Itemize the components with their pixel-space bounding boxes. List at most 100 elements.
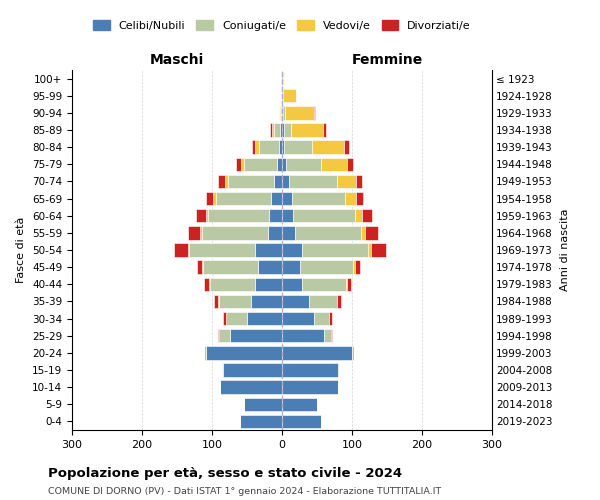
Bar (277, 158, 282, 171)
Bar (226, 312, 247, 326)
Text: Popolazione per età, sesso e stato civile - 2024: Popolazione per età, sesso e stato civil… (48, 468, 402, 480)
Y-axis label: Fasce di età: Fasce di età (16, 217, 26, 283)
Bar (308, 294, 337, 308)
Bar (283, 72, 284, 86)
Bar (282, 278, 302, 291)
Bar (302, 244, 368, 256)
Bar (282, 398, 317, 411)
Bar (282, 140, 284, 154)
Bar (251, 294, 282, 308)
Bar (324, 329, 331, 342)
Bar (368, 244, 371, 256)
Bar (271, 124, 274, 136)
Bar (282, 414, 320, 428)
Bar (247, 312, 282, 326)
Bar (295, 226, 361, 239)
Bar (274, 124, 280, 136)
Text: Maschi: Maschi (150, 52, 204, 66)
Bar (282, 329, 324, 342)
Bar (355, 260, 361, 274)
Bar (259, 140, 278, 154)
Bar (200, 226, 202, 239)
Bar (282, 294, 308, 308)
Bar (218, 294, 219, 308)
Bar (283, 89, 296, 102)
Bar (283, 106, 285, 120)
Bar (216, 192, 271, 205)
Bar (206, 346, 282, 360)
Bar (371, 244, 386, 256)
Bar (274, 174, 282, 188)
Bar (244, 398, 282, 411)
Bar (347, 158, 353, 171)
Bar (241, 158, 244, 171)
Bar (282, 364, 338, 376)
Bar (281, 89, 282, 102)
Bar (206, 192, 214, 205)
Bar (285, 106, 314, 120)
Bar (345, 192, 356, 205)
Bar (223, 312, 226, 326)
Bar (284, 140, 312, 154)
Bar (270, 124, 271, 136)
Bar (337, 294, 341, 308)
Bar (196, 209, 206, 222)
Bar (356, 174, 362, 188)
Bar (218, 329, 219, 342)
Bar (208, 209, 269, 222)
Bar (281, 106, 282, 120)
Bar (202, 226, 268, 239)
Bar (355, 209, 362, 222)
Bar (282, 209, 293, 222)
Bar (197, 260, 202, 274)
Y-axis label: Anni di nascita: Anni di nascita (560, 209, 570, 291)
Bar (353, 260, 355, 274)
Bar (202, 260, 203, 274)
Bar (214, 192, 216, 205)
Bar (282, 106, 283, 120)
Bar (344, 140, 349, 154)
Bar (314, 106, 315, 120)
Bar (289, 174, 337, 188)
Bar (256, 244, 282, 256)
Bar (257, 260, 282, 274)
Bar (223, 364, 282, 376)
Bar (352, 346, 354, 360)
Bar (280, 106, 281, 120)
Bar (222, 364, 223, 376)
Bar (291, 124, 323, 136)
Bar (329, 312, 332, 326)
Bar (254, 140, 259, 154)
Bar (347, 278, 352, 291)
Bar (282, 174, 289, 188)
Bar (300, 260, 353, 274)
Bar (312, 140, 344, 154)
Bar (228, 174, 274, 188)
Bar (282, 312, 314, 326)
Bar (214, 294, 218, 308)
Bar (209, 278, 210, 291)
Bar (356, 192, 363, 205)
Bar (204, 278, 209, 291)
Bar (314, 312, 329, 326)
Bar (282, 158, 286, 171)
Bar (220, 380, 282, 394)
Bar (268, 226, 282, 239)
Bar (278, 140, 282, 154)
Bar (271, 192, 282, 205)
Bar (229, 329, 282, 342)
Bar (188, 226, 200, 239)
Bar (244, 158, 277, 171)
Bar (282, 226, 295, 239)
Bar (252, 140, 254, 154)
Bar (282, 192, 292, 205)
Bar (323, 124, 326, 136)
Text: Femmine: Femmine (352, 52, 422, 66)
Bar (280, 124, 282, 136)
Bar (362, 209, 372, 222)
Text: COMUNE DI DORNO (PV) - Dati ISTAT 1° gennaio 2024 - Elaborazione TUTTITALIA.IT: COMUNE DI DORNO (PV) - Dati ISTAT 1° gen… (48, 488, 441, 496)
Bar (331, 329, 332, 342)
Bar (206, 209, 208, 222)
Bar (281, 72, 282, 86)
Bar (320, 158, 347, 171)
